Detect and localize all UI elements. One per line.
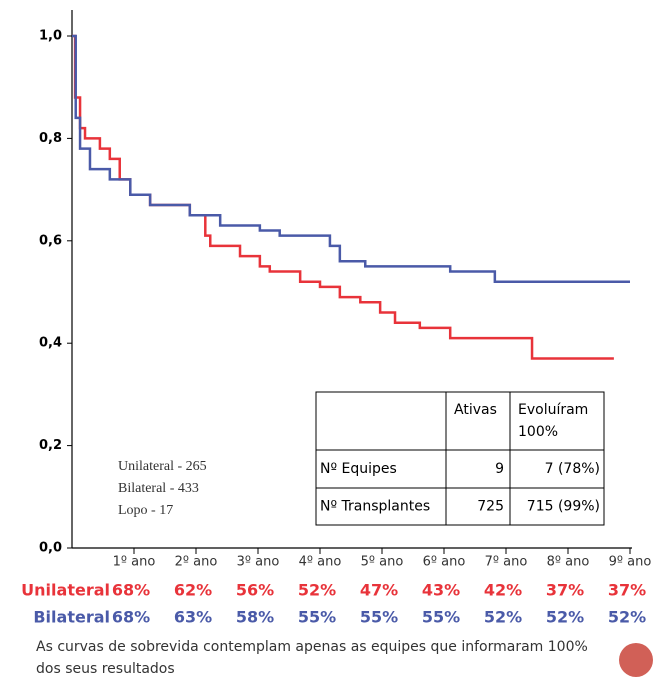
x-tick-label: 9º ano bbox=[609, 555, 652, 570]
summary-name: Bilateral bbox=[33, 608, 110, 627]
x-tick-label: 1º ano bbox=[113, 555, 156, 570]
legend-note: Bilateral - 433 bbox=[118, 481, 199, 496]
table-header: Ativas bbox=[454, 402, 497, 418]
summary-value: 56% bbox=[236, 581, 274, 600]
table-border bbox=[315, 391, 605, 526]
survival-curve bbox=[72, 34, 630, 284]
summary-value: 47% bbox=[360, 581, 398, 600]
table-cell: 715 (99%) bbox=[527, 499, 600, 515]
summary-value: 68% bbox=[112, 608, 150, 627]
y-tick-label: 0,0 bbox=[39, 541, 62, 556]
x-tick-label: 2º ano bbox=[175, 555, 218, 570]
table-cell: 7 (78%) bbox=[545, 461, 600, 477]
logo-icon bbox=[619, 643, 653, 677]
summary-name: Unilateral bbox=[21, 581, 110, 600]
summary-value: 55% bbox=[298, 608, 336, 627]
x-tick-label: 7º ano bbox=[485, 555, 528, 570]
summary-value: 52% bbox=[546, 608, 584, 627]
table-cell: 725 bbox=[477, 499, 504, 515]
y-tick-label: 0,8 bbox=[39, 131, 62, 146]
y-tick-label: 0,6 bbox=[39, 233, 62, 248]
legend-note: Unilateral - 265 bbox=[118, 459, 207, 474]
summary-value: 68% bbox=[112, 581, 150, 600]
summary-value: 52% bbox=[298, 581, 336, 600]
summary-value: 62% bbox=[174, 581, 212, 600]
table-cell: Nº Equipes bbox=[320, 461, 397, 477]
y-tick-label: 0,2 bbox=[39, 438, 62, 453]
summary-value: 37% bbox=[546, 581, 584, 600]
summary-value: 43% bbox=[422, 581, 460, 600]
summary-value: 37% bbox=[608, 581, 646, 600]
table-cell: 9 bbox=[495, 461, 504, 477]
x-tick-label: 8º ano bbox=[547, 555, 590, 570]
summary-value: 42% bbox=[484, 581, 522, 600]
x-tick-label: 6º ano bbox=[423, 555, 466, 570]
x-tick-label: 4º ano bbox=[299, 555, 342, 570]
summary-value: 52% bbox=[484, 608, 522, 627]
survival-curve bbox=[72, 34, 614, 360]
x-tick-label: 3º ano bbox=[237, 555, 280, 570]
summary-value: 63% bbox=[174, 608, 212, 627]
footnote: As curvas de sobrevida contemplam apenas… bbox=[36, 639, 588, 677]
legend-note: Lopo - 17 bbox=[118, 503, 173, 518]
stats-table: Ativas Evoluíram 100% Nº Equipes 9 7 (78%) Nº … bbox=[315, 391, 605, 526]
table-header: Evoluíram 100% bbox=[518, 402, 588, 440]
summary-value: 55% bbox=[360, 608, 398, 627]
summary-value: 52% bbox=[608, 608, 646, 627]
table-cell: Nº Transplantes bbox=[320, 499, 430, 515]
y-tick-label: 1,0 bbox=[39, 29, 62, 44]
x-tick-label: 5º ano bbox=[361, 555, 404, 570]
summary-value: 55% bbox=[422, 608, 460, 627]
summary-value: 58% bbox=[236, 608, 274, 627]
y-tick-label: 0,4 bbox=[39, 336, 62, 351]
axes bbox=[71, 10, 632, 549]
